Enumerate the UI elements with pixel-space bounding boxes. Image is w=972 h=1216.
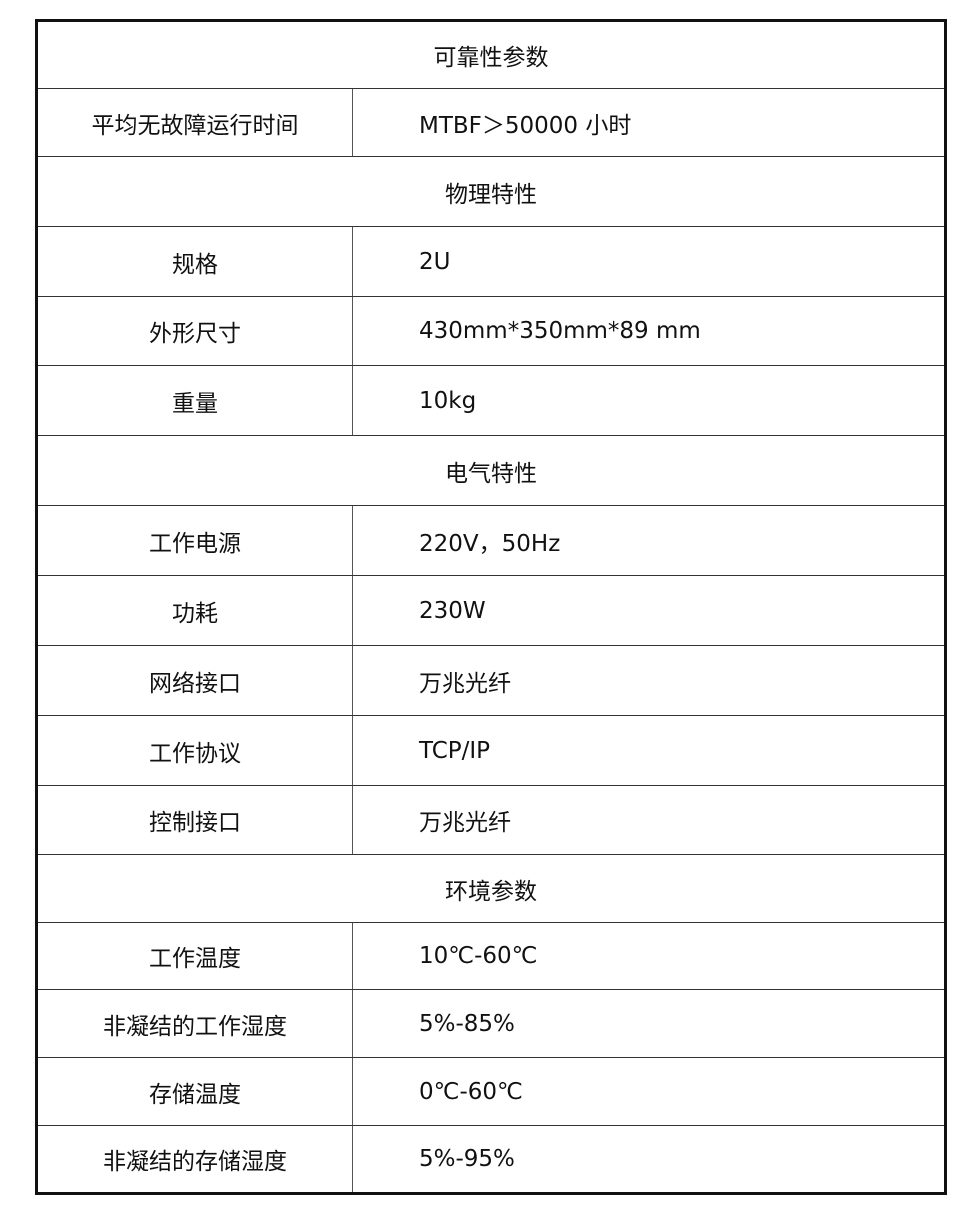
section-title: 环境参数 [445,878,537,905]
param-value: 2U [419,248,451,275]
section-header-row: 环境参数 [38,855,944,923]
param-label: 非凝结的存储湿度 [38,1126,353,1192]
param-row: 控制接口 万兆光纤 [38,786,944,855]
param-row: 工作协议 TCP/IP [38,716,944,786]
param-row: 存储温度 0℃-60℃ [38,1058,944,1126]
section-header-row: 电气特性 [38,436,944,506]
param-value: 5%-95% [419,1146,515,1172]
param-row: 平均无故障运行时间 MTBF＞50000 小时 [38,89,944,157]
spec-table: 可靠性参数平均无故障运行时间 MTBF＞50000 小时物理特性规格 2U 外形尺寸 4… [35,19,947,1195]
param-label: 规格 [38,227,353,296]
param-label: 工作电源 [38,506,353,575]
param-label: 非凝结的工作湿度 [38,990,353,1057]
param-label: 网络接口 [38,646,353,715]
param-row: 非凝结的存储湿度 5%-95% [38,1126,944,1192]
param-row: 重量 10kg [38,366,944,436]
section-header-row: 物理特性 [38,157,944,227]
param-value: 5%-85% [419,1010,515,1037]
param-row: 工作电源 220V，50Hz [38,506,944,576]
param-value: 230W [419,597,486,624]
param-label: 存储温度 [38,1058,353,1125]
param-label: 控制接口 [38,786,353,854]
param-row: 工作温度 10℃-60℃ [38,923,944,990]
param-label: 外形尺寸 [38,297,353,365]
param-value: 万兆光纤 [419,670,511,697]
param-value: TCP/IP [419,737,491,764]
param-row: 非凝结的工作湿度 5%-85% [38,990,944,1058]
param-value: 10kg [419,387,477,414]
param-label: 重量 [38,366,353,435]
param-value: MTBF＞50000 小时 [419,112,632,139]
param-value: 0℃-60℃ [419,1078,523,1105]
param-value: 430mm*350mm*89 mm [419,318,701,344]
section-title: 物理特性 [445,181,537,208]
param-value: 万兆光纤 [419,810,511,836]
section-title: 电气特性 [445,460,537,487]
param-label: 工作温度 [38,923,353,989]
param-label: 工作协议 [38,716,353,785]
param-value: 220V，50Hz [419,530,561,557]
param-row: 网络接口 万兆光纤 [38,646,944,716]
param-row: 规格 2U [38,227,944,297]
param-row: 外形尺寸 430mm*350mm*89 mm [38,297,944,366]
section-header-row: 可靠性参数 [38,22,944,89]
section-title: 可靠性参数 [433,45,549,71]
param-row: 功耗 230W [38,576,944,646]
param-label: 功耗 [38,576,353,645]
param-value: 10℃-60℃ [419,943,538,969]
param-label: 平均无故障运行时间 [38,89,353,156]
